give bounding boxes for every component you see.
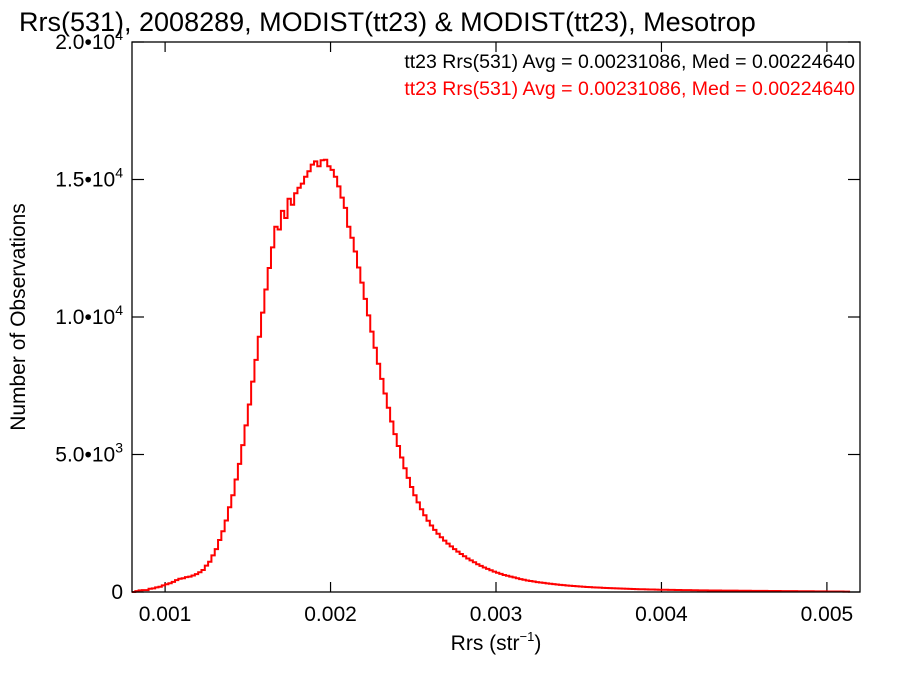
y-axis-label: Number of Observations [7, 203, 30, 431]
y-tick-label: 0 [111, 581, 123, 604]
chart-title: Rrs(531), 2008289, MODIST(tt23) & MODIST… [19, 7, 756, 37]
y-tick-label: 5.0•103 [55, 440, 123, 467]
x-tick-label: 0.002 [304, 603, 357, 626]
y-tick-label: 1.5•104 [55, 165, 123, 192]
legend-entry-red: tt23 Rrs(531) Avg = 0.00231086, Med = 0.… [404, 78, 855, 100]
y-tick-mantissa: 1.0•10 [55, 306, 115, 329]
x-tick-label: 0.004 [635, 603, 688, 626]
y-tick-mantissa: 1.5•10 [55, 169, 115, 192]
y-tick-exponent: 3 [115, 440, 123, 456]
x-tick-label: 0.003 [470, 603, 523, 626]
histogram-series-line [132, 158, 851, 593]
y-tick-exponent: 4 [115, 302, 123, 318]
x-axis-ticks: 0.001 0.002 0.003 0.004 0.005 [139, 42, 853, 626]
x-tick-label: 0.005 [801, 603, 854, 626]
x-tick-label: 0.001 [139, 603, 192, 626]
y-tick-mantissa: 0 [111, 581, 123, 604]
legend: tt23 Rrs(531) Avg = 0.00231086, Med = 0.… [404, 51, 855, 100]
y-tick-mantissa: 5.0•10 [55, 444, 115, 467]
x-axis-label-exponent: −1 [520, 629, 535, 644]
legend-entry-black: tt23 Rrs(531) Avg = 0.00231086, Med = 0.… [404, 51, 855, 73]
y-tick-exponent: 4 [115, 165, 123, 181]
x-axis-label-base: Rrs (str [451, 632, 520, 655]
y-tick-label: 1.0•104 [55, 302, 123, 329]
y-tick-label: 2.0•104 [55, 27, 123, 54]
plot-frame [131, 41, 861, 593]
x-axis-label: Rrs (str−1) [451, 629, 542, 655]
y-tick-mantissa: 2.0•10 [55, 31, 115, 54]
x-axis-label-close: ) [534, 632, 541, 655]
y-tick-exponent: 4 [115, 27, 123, 43]
